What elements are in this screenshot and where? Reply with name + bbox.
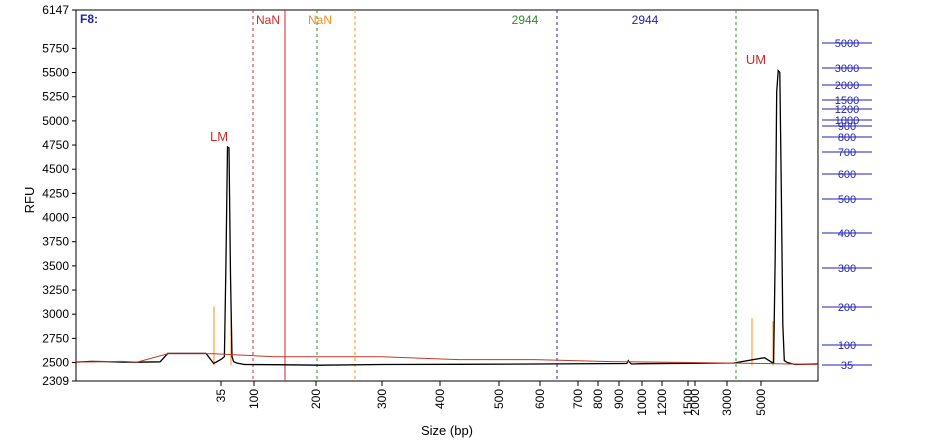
x-tick-label: 1200 — [655, 389, 669, 416]
y-tick-label: 3000 — [42, 307, 69, 321]
ladder-tick-label: 1000 — [835, 115, 859, 127]
ladder-tick-label: 200 — [838, 302, 856, 314]
x-tick-label: 200 — [309, 389, 323, 409]
region-label: 2944 — [512, 13, 539, 27]
x-tick-label: 300 — [375, 389, 389, 409]
x-tick-label: 35 — [214, 389, 228, 403]
x-tick-label: 1000 — [635, 389, 649, 416]
y-tick-label: 4750 — [42, 138, 69, 152]
y-tick-label: 2750 — [42, 331, 69, 345]
x-tick-label: 600 — [533, 389, 547, 409]
y-tick-label: 3750 — [42, 235, 69, 249]
y-tick-label: 5750 — [42, 41, 69, 55]
y-tick-label: 5000 — [42, 114, 69, 128]
x-tick-label: 2000 — [688, 389, 702, 416]
ladder-tick-label: 600 — [838, 169, 856, 181]
x-tick-label: 400 — [433, 389, 447, 409]
ladder-tick-label: 400 — [838, 228, 856, 240]
ladder-tick-label: 700 — [838, 147, 856, 159]
x-tick-label: 500 — [492, 389, 506, 409]
ladder-tick-label: 300 — [838, 263, 856, 275]
x-tick-label: 1500 — [681, 389, 695, 416]
y-tick-label: 5250 — [42, 90, 69, 104]
y-tick-label: 2500 — [42, 356, 69, 370]
plot-area — [75, 9, 819, 382]
ladder-tick-label: 100 — [838, 340, 856, 352]
ladder-tick-label: 800 — [838, 132, 856, 144]
y-tick-label: 4250 — [42, 186, 69, 200]
x-tick-label: 900 — [612, 389, 626, 409]
y-tick-label: 4000 — [42, 211, 69, 225]
x-tick-label: 800 — [591, 389, 605, 409]
ladder-tick-label: 1200 — [835, 104, 859, 116]
y-tick-label: 3500 — [42, 259, 69, 273]
ladder-tick-label: 900 — [838, 121, 856, 133]
region-label: NaN — [256, 13, 280, 27]
ladder-tick-label: 1500 — [835, 95, 859, 107]
peak-label: UM — [746, 52, 766, 67]
region-label: 2944 — [632, 13, 659, 27]
baseline-line — [75, 353, 819, 365]
x-tick-label: 3000 — [720, 389, 734, 416]
ladder-tick-label: 500 — [838, 194, 856, 206]
x-tick-label: 100 — [247, 389, 261, 409]
panel-label: F8: — [80, 12, 98, 26]
x-tick-label: 700 — [571, 389, 585, 409]
y-tick-label: 2309 — [42, 374, 69, 388]
y-tick-label: 4500 — [42, 162, 69, 176]
ladder-tick-label: 2000 — [835, 80, 859, 92]
y-tick-label: 3250 — [42, 283, 69, 297]
ladder-tick-label: 35 — [841, 360, 853, 372]
ladder-tick-label: 5000 — [835, 38, 859, 50]
region-label: NaN — [308, 13, 332, 27]
x-axis-title: Size (bp) — [421, 423, 473, 438]
x-tick-label: 5000 — [754, 389, 768, 416]
y-tick-label: 5500 — [42, 66, 69, 80]
peak-label: LM — [210, 129, 228, 144]
y-tick-label: 6147 — [42, 3, 69, 17]
ladder-tick-label: 3000 — [835, 63, 859, 75]
y-axis-title: RFU — [22, 187, 37, 214]
